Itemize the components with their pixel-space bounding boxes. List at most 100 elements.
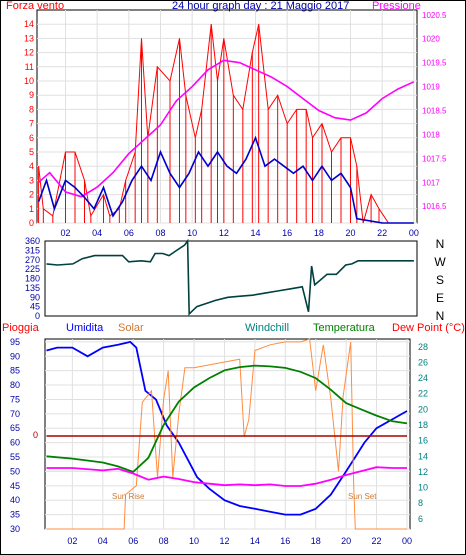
x-tick-label: 18 — [311, 536, 321, 546]
direction-tick-label: 360 — [25, 236, 40, 246]
temperature-tick-label: 18 — [418, 420, 428, 430]
x-tick-label: 00 — [409, 228, 419, 238]
rain-value-label: 0 — [33, 430, 38, 440]
temperature-tick-label: 28 — [418, 342, 428, 352]
pressure-tick-label: 1016.5 — [422, 202, 447, 211]
direction-chart-marks — [46, 238, 414, 316]
rain-legend: Pioggia — [2, 322, 40, 334]
humidity-tick-label: 90 — [10, 351, 20, 361]
pressure-tick-label: 1019 — [422, 83, 440, 92]
x-tick-label: 00 — [402, 536, 412, 546]
pressure-tick-label: 1017 — [422, 178, 440, 187]
y-tick-label: 14 — [24, 19, 34, 29]
x-tick-label: 10 — [187, 228, 197, 238]
humidity-tick-label: 95 — [10, 337, 20, 347]
solar-legend: Solar — [118, 322, 144, 334]
x-tick-label: 08 — [155, 228, 165, 238]
humidity-legend: Umidita — [66, 322, 104, 334]
direction-letter: N — [436, 237, 445, 251]
series-wind_average — [37, 135, 414, 224]
x-tick-label: 02 — [67, 536, 77, 546]
direction-tick-label: 0 — [35, 311, 40, 321]
y-tick-label: 8 — [29, 104, 34, 114]
direction-letter: E — [436, 291, 444, 305]
sunrise-label: Sun Rise — [112, 492, 145, 501]
x-tick-label: 18 — [314, 228, 324, 238]
humidity-tick-label: 75 — [10, 394, 20, 404]
temperature-tick-label: 24 — [418, 373, 428, 383]
temperature-legend: Temperatura — [313, 322, 376, 334]
x-tick-label: 16 — [280, 536, 290, 546]
direction-tick-label: 135 — [25, 283, 40, 293]
y-tick-label: 2 — [29, 190, 34, 200]
series-temperature — [46, 364, 408, 473]
x-tick-label: 10 — [189, 536, 199, 546]
humidity-tick-label: 55 — [10, 452, 20, 462]
x-tick-label: 12 — [219, 536, 229, 546]
pressure-tick-label: 1020 — [422, 35, 440, 44]
sunset-label: Sun Set — [348, 492, 377, 501]
tick-labels: 02 04 06 08 10 12 14 16 18 20 22 000123456789101112… — [10, 11, 447, 546]
y-tick-label: 4 — [29, 161, 34, 171]
humidity-tick-label: 40 — [10, 495, 20, 505]
direction-letter: W — [434, 255, 446, 269]
y-tick-label: 12 — [24, 48, 34, 58]
direction-panel-frame — [44, 240, 418, 317]
top-chart-marks — [37, 24, 415, 224]
x-tick-label: 12 — [219, 228, 229, 238]
humidity-tick-label: 50 — [10, 466, 20, 476]
series-humidity — [46, 340, 408, 516]
temperature-tick-label: 6 — [418, 514, 423, 524]
y-tick-label: 7 — [29, 119, 34, 129]
x-tick-label: 06 — [124, 228, 134, 238]
direction-tick-label: 270 — [25, 255, 40, 265]
x-tick-label: 14 — [250, 536, 260, 546]
x-tick-label: 08 — [159, 536, 169, 546]
direction-tick-label: 180 — [25, 274, 40, 284]
temperature-tick-label: 20 — [418, 404, 428, 414]
temperature-tick-label: 16 — [418, 436, 428, 446]
y-tick-label: 1 — [29, 204, 34, 214]
x-tick-label: 14 — [250, 228, 260, 238]
y-tick-label: 10 — [24, 76, 34, 86]
humidity-tick-label: 85 — [10, 366, 20, 376]
temperature-tick-label: 22 — [418, 389, 428, 399]
temperature-tick-label: 26 — [418, 357, 428, 367]
bottom-chart-marks — [46, 338, 408, 530]
pressure-tick-label: 1017.5 — [422, 154, 447, 163]
pressure-tick-label: 1020.5 — [422, 11, 447, 20]
humidity-tick-label: 60 — [10, 438, 20, 448]
series-dewpoint — [46, 466, 407, 487]
humidity-tick-label: 45 — [10, 481, 20, 491]
humidity-tick-label: 35 — [10, 510, 20, 520]
pressure-tick-label: 1018 — [422, 130, 440, 139]
temperature-tick-label: 12 — [418, 467, 428, 477]
x-tick-label: 04 — [98, 536, 108, 546]
x-tick-label: 22 — [377, 228, 387, 238]
humidity-tick-label: 65 — [10, 423, 20, 433]
windchill-legend: Windchill — [245, 322, 289, 334]
humidity-tick-label: 70 — [10, 409, 20, 419]
pressure-tick-label: 1018.5 — [422, 107, 447, 116]
x-tick-label: 16 — [282, 228, 292, 238]
y-tick-label: 6 — [29, 133, 34, 143]
dewpoint-legend: Dew Point (°C) — [392, 322, 465, 334]
y-tick-label: 13 — [24, 33, 34, 43]
humidity-tick-label: 30 — [10, 524, 20, 534]
direction-tick-label: 45 — [30, 302, 40, 312]
direction-tick-label: 315 — [25, 245, 40, 255]
temperature-tick-label: 10 — [418, 483, 428, 493]
x-tick-label: 02 — [60, 228, 70, 238]
y-tick-label: 9 — [29, 90, 34, 100]
wind-axis-title: Forza vento — [6, 0, 64, 12]
y-tick-label: 11 — [25, 62, 34, 72]
y-tick-label: 5 — [29, 147, 34, 157]
wind-direction-line — [46, 238, 414, 316]
temperature-tick-label: 14 — [418, 451, 428, 461]
y-tick-label: 3 — [29, 175, 34, 185]
temperature-tick-label: 8 — [418, 498, 423, 508]
direction-tick-label: 225 — [25, 264, 40, 274]
pressure-tick-label: 1019.5 — [422, 59, 447, 68]
